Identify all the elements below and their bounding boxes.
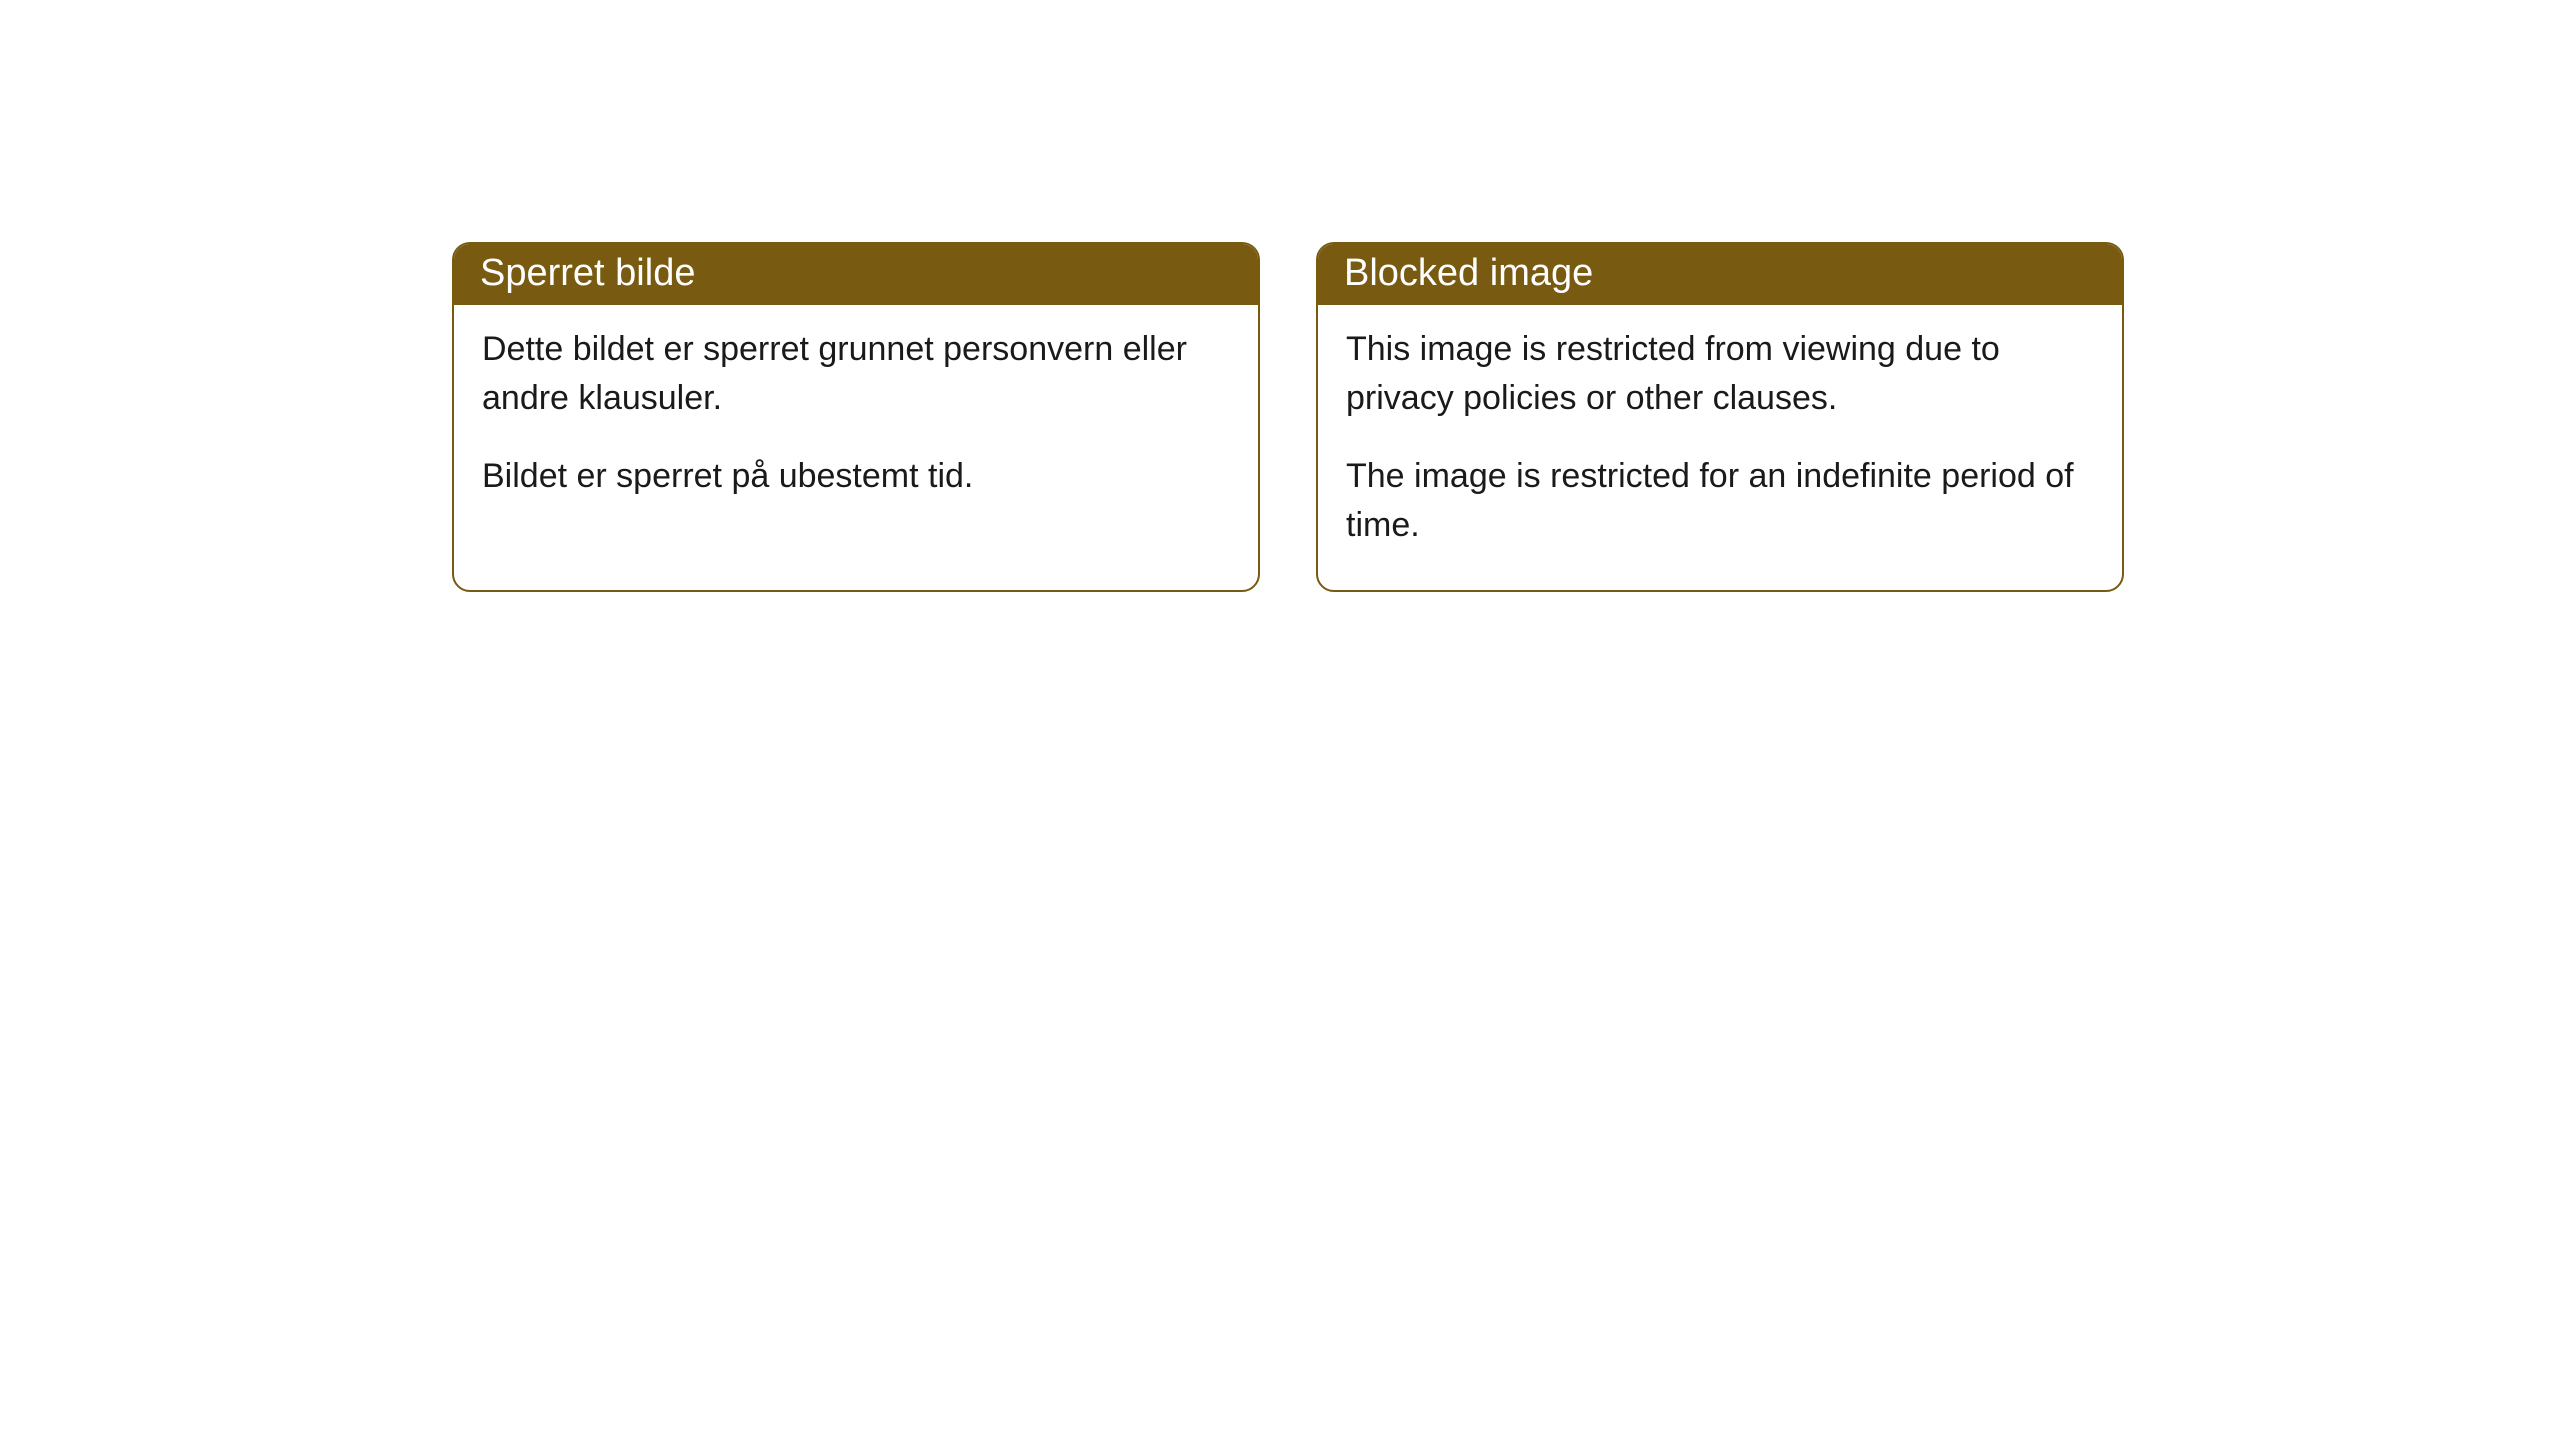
card-body-no: Dette bildet er sperret grunnet personve…	[454, 305, 1258, 541]
notice-cards-container: Sperret bilde Dette bildet er sperret gr…	[452, 242, 2124, 592]
card-paragraph-en-1: This image is restricted from viewing du…	[1346, 325, 2094, 424]
card-header-no: Sperret bilde	[454, 244, 1258, 305]
blocked-image-card-no: Sperret bilde Dette bildet er sperret gr…	[452, 242, 1260, 592]
card-paragraph-no-1: Dette bildet er sperret grunnet personve…	[482, 325, 1230, 424]
blocked-image-card-en: Blocked image This image is restricted f…	[1316, 242, 2124, 592]
card-paragraph-en-2: The image is restricted for an indefinit…	[1346, 452, 2094, 551]
card-header-en: Blocked image	[1318, 244, 2122, 305]
card-body-en: This image is restricted from viewing du…	[1318, 305, 2122, 590]
card-paragraph-no-2: Bildet er sperret på ubestemt tid.	[482, 452, 1230, 501]
